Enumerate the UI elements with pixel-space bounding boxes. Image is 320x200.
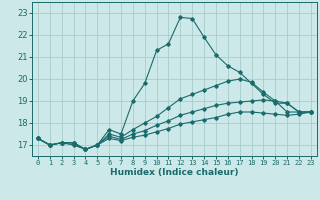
X-axis label: Humidex (Indice chaleur): Humidex (Indice chaleur) <box>110 168 239 177</box>
